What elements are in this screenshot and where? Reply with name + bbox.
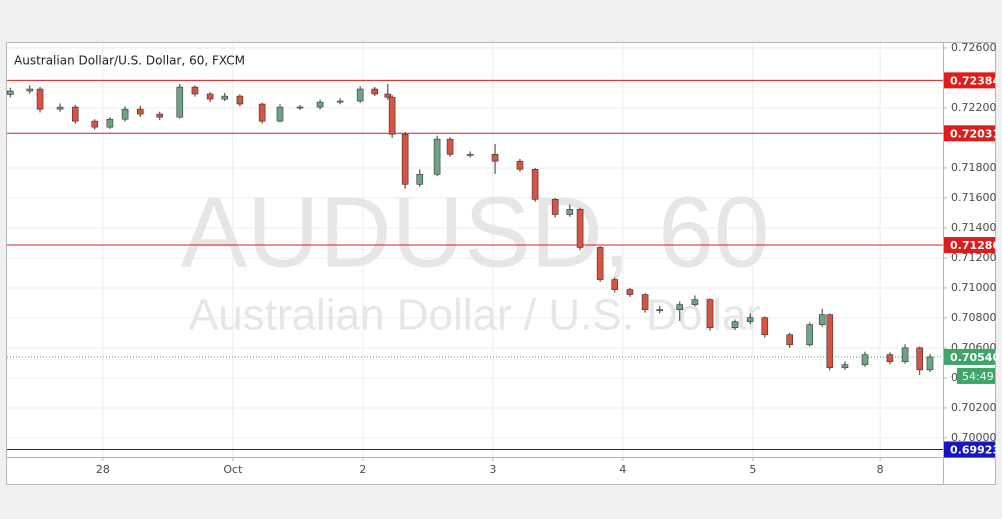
candle-body [336, 100, 344, 103]
candle-body [156, 113, 164, 118]
x-tick-label: 4 [619, 463, 626, 476]
watermark-subtitle: Australian Dollar / U.S. Dollar [189, 291, 761, 340]
candle-body [191, 86, 199, 95]
candle-body [388, 96, 396, 135]
candle-body [641, 294, 649, 310]
candle-body [576, 209, 584, 248]
candle-body [886, 354, 894, 363]
countdown: 54:49 [962, 370, 994, 383]
x-tick-label: 3 [489, 463, 496, 476]
candle-body [746, 317, 754, 322]
level-label: 0.72384 [950, 74, 1000, 87]
candle-body [901, 347, 909, 363]
candle-body [91, 120, 99, 128]
level-label: 0.72031 [950, 127, 1000, 140]
y-tick-label: 0.72200 [951, 101, 997, 114]
candles [6, 83, 934, 375]
candle-body [656, 309, 664, 312]
candle-body [786, 334, 794, 346]
y-tick-label: 0.72600 [951, 41, 997, 54]
candle-body [841, 364, 849, 369]
candle-body [316, 101, 324, 108]
candle-body [531, 169, 539, 200]
candle-body [551, 199, 559, 215]
candle-body [176, 86, 184, 118]
level-label-box [944, 348, 995, 365]
y-tick-label: 0.70000 [951, 431, 997, 444]
y-tick-label: 0.71200 [951, 251, 997, 264]
candle-body [491, 154, 499, 162]
y-tick-label: 0.70200 [951, 401, 997, 414]
candle-body [56, 106, 64, 110]
candle-body [401, 133, 409, 185]
candle-body [916, 347, 924, 371]
candle-body [206, 93, 214, 100]
candle-body [356, 88, 364, 102]
candle-body [221, 95, 229, 100]
y-tick-label: 0.71400 [951, 221, 997, 234]
y-tick-label: 0.71800 [951, 161, 997, 174]
candle-body [26, 88, 34, 92]
candle-body [516, 160, 524, 170]
candle-body [806, 324, 814, 346]
candle-body [611, 279, 619, 290]
candle-body [6, 90, 14, 95]
candle-body [761, 317, 769, 336]
level-label-box [944, 237, 995, 254]
candle-body [236, 95, 244, 105]
x-tick-label: 28 [96, 463, 110, 476]
candle-body [731, 321, 739, 329]
candle-body [596, 247, 604, 280]
candle-body [258, 103, 266, 122]
level-label-box [944, 72, 995, 89]
level-label-box [944, 125, 995, 142]
candle-body [416, 173, 424, 185]
candle-body [826, 314, 834, 369]
x-tick-label: 8 [877, 463, 884, 476]
candle-body [106, 118, 114, 128]
candle-body [466, 154, 474, 156]
candle-body [926, 356, 934, 371]
candle-body [71, 106, 79, 122]
level-label: 0.71286 [950, 239, 1000, 252]
candle-body [676, 304, 684, 311]
candle-body [433, 138, 441, 175]
candle-body [818, 314, 826, 325]
countdown-box [957, 367, 995, 384]
watermark: AUDUSD, 60 [180, 176, 769, 288]
candle-body [861, 354, 869, 366]
level-label: 0.69923 [950, 444, 1000, 457]
level-label-box [944, 441, 995, 458]
level-label: 0.70540 [950, 351, 1000, 364]
candle-body [371, 88, 379, 95]
x-tick-label: 5 [749, 463, 756, 476]
x-tick-label: Oct [223, 463, 243, 476]
chart-frame [6, 42, 996, 485]
candle-body [296, 106, 304, 109]
y-tick-label: 0.71000 [951, 281, 997, 294]
candle-body [446, 138, 454, 155]
y-tick-label: 0.70800 [951, 311, 997, 324]
candle-body [36, 88, 44, 110]
candle-body [691, 299, 699, 305]
candle-body [626, 289, 634, 295]
candle-body [121, 108, 129, 120]
y-tick-label: 0 [951, 371, 958, 384]
y-tick-label: 0.71600 [951, 191, 997, 204]
candle-body [276, 106, 284, 122]
candle-body [566, 209, 574, 215]
candle-body [136, 108, 144, 115]
chart-title: Australian Dollar/U.S. Dollar, 60, FXCM [14, 54, 245, 68]
grid [7, 43, 943, 457]
axes: 0.72600 0.72200 0.71800 0.71600 0.71400 0.712… [96, 41, 1001, 476]
candle-body [384, 93, 392, 98]
candle-body [706, 299, 714, 328]
levels [7, 79, 943, 450]
x-tick-label: 2 [359, 463, 366, 476]
